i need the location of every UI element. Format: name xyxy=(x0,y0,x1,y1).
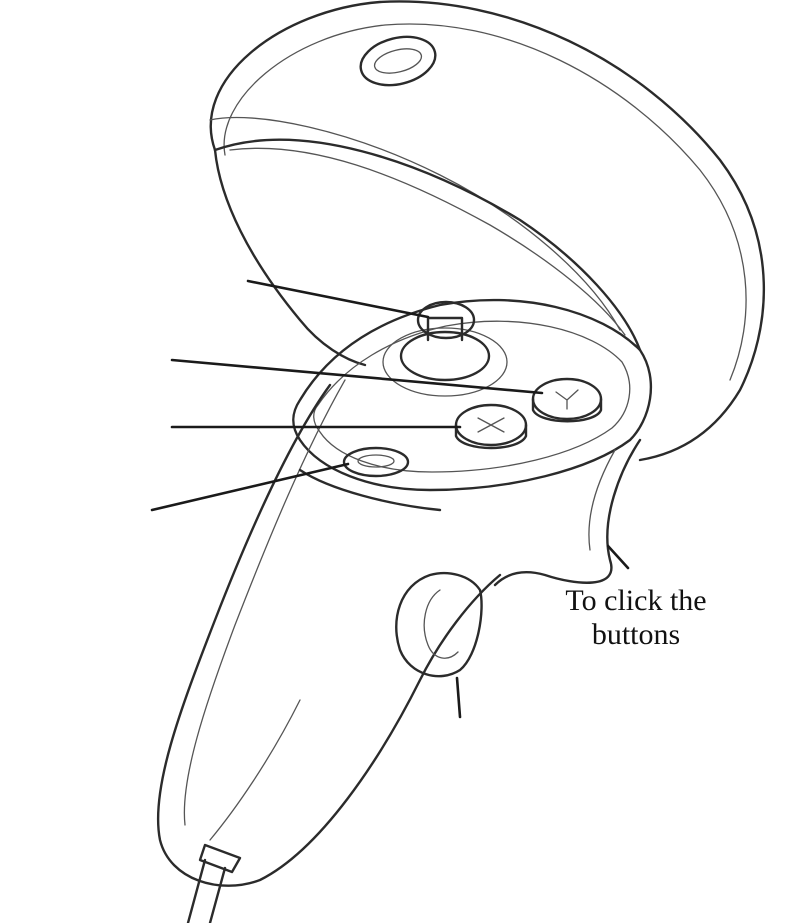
annotation-line-2: buttons xyxy=(591,618,681,651)
menu-button-icon[interactable] xyxy=(342,446,410,478)
leader-button-y xyxy=(170,358,544,395)
button-x-icon[interactable] xyxy=(454,403,528,450)
ring-logo-icon xyxy=(359,35,437,87)
button-y-icon[interactable] xyxy=(531,377,603,423)
controller-handle xyxy=(156,379,642,887)
controller-lanyard xyxy=(186,843,242,923)
leader-grip-button xyxy=(455,676,462,719)
tracking-ring xyxy=(209,0,766,462)
annotation-line-1: To click the xyxy=(565,584,707,617)
leader-lines xyxy=(150,279,630,719)
leader-menu-button xyxy=(150,462,350,512)
annotation-label: To click the buttons xyxy=(536,584,736,652)
thumbstick-icon[interactable] xyxy=(382,300,508,397)
face-plate xyxy=(292,298,653,492)
leader-trigger-button xyxy=(606,544,630,570)
leader-thumbstick xyxy=(246,279,430,319)
grip-button-icon[interactable] xyxy=(395,571,483,678)
